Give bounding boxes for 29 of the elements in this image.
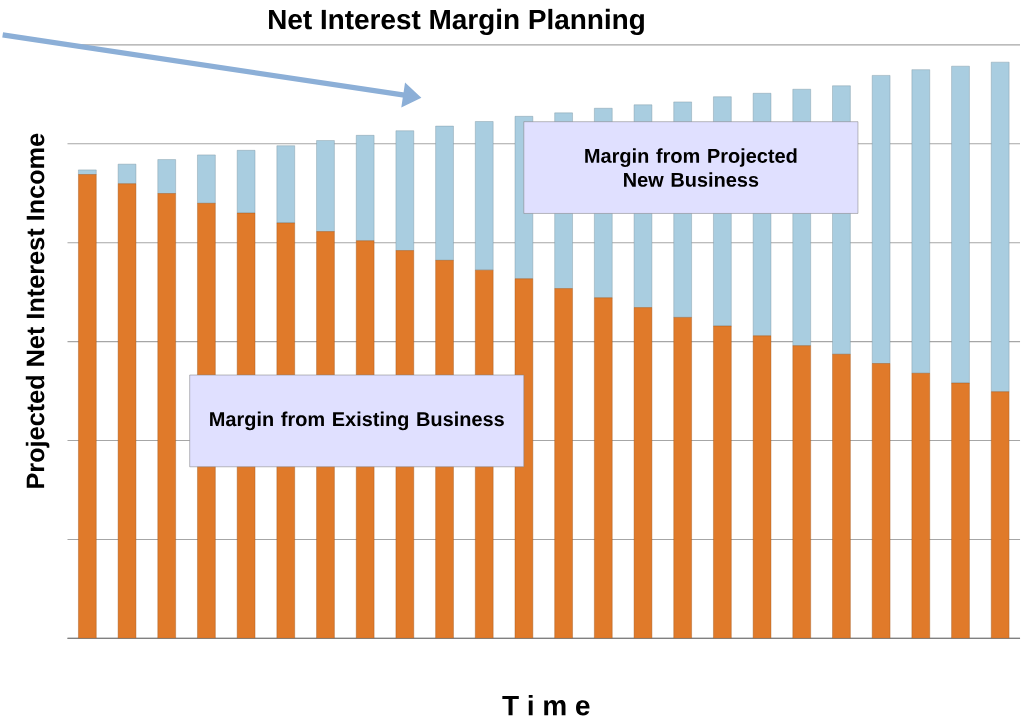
bar: [475, 121, 494, 271]
bar: [792, 345, 811, 639]
bar: [673, 317, 692, 639]
x-axis-title: T i m e: [502, 694, 590, 716]
bar: [554, 288, 573, 639]
series-label: Margin from Existing Business: [210, 411, 504, 431]
bar: [356, 135, 375, 241]
bar: [276, 145, 295, 224]
bar: [713, 325, 732, 639]
bar: [78, 174, 97, 639]
chart-title: Net Interest Margin Planning: [269, 8, 644, 35]
bar: [157, 193, 176, 639]
bar: [316, 140, 335, 232]
bar: [951, 382, 970, 639]
bar: [157, 159, 176, 194]
bar: [78, 169, 97, 175]
bar: [236, 150, 256, 214]
series-label: Margin from Projected New Business: [585, 148, 797, 187]
bar: [435, 125, 454, 261]
bar: [911, 69, 930, 374]
y-axis-title: Projected Net Interest Income: [25, 133, 50, 488]
bar: [951, 65, 970, 384]
bar: [594, 297, 613, 639]
bar: [117, 163, 137, 184]
bar: [832, 354, 851, 639]
bar: [197, 154, 216, 204]
bar: [871, 75, 891, 364]
bar: [395, 130, 414, 251]
bar: [991, 61, 1010, 392]
